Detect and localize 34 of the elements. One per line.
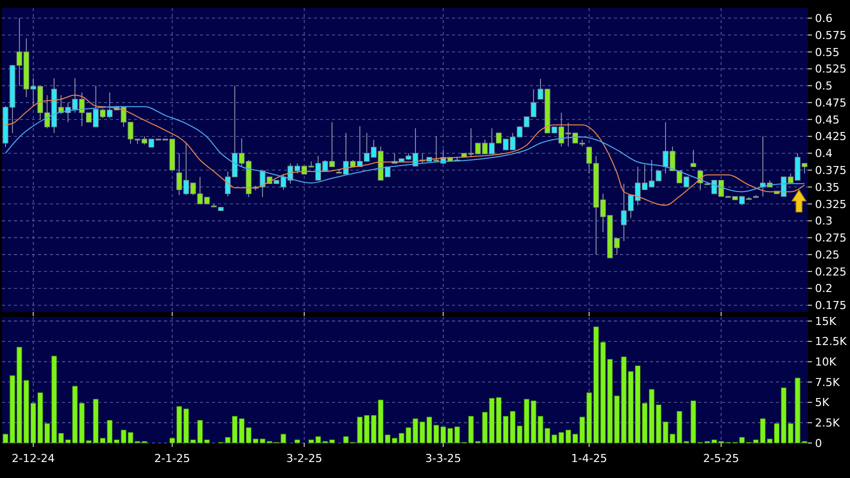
y-tick-label: 0.225	[815, 265, 846, 278]
y-tick-label: 0.475	[815, 96, 846, 110]
x-tick-label: 3-2-25	[286, 452, 322, 465]
line-series	[4, 106, 806, 192]
y-tick-label: 0.425	[815, 130, 846, 144]
bar	[294, 440, 300, 444]
x-tick-label: 1-4-25	[571, 452, 608, 465]
y-tick-label: 0.35	[815, 180, 840, 194]
y-tick-label: 0.6	[815, 12, 832, 25]
y-tick-label: 15K	[815, 314, 837, 328]
y-tick-label: 0.275	[815, 232, 846, 245]
y-tick-label: 0.525	[815, 62, 846, 76]
x-tick-label: 2-12-24	[12, 452, 55, 465]
y-tick-label: 0.175	[815, 299, 846, 312]
y-tick-label: 0.4	[815, 147, 832, 160]
y-tick-label: 2.5K	[815, 416, 840, 430]
y-tick-label: 0.3	[815, 214, 832, 228]
y-tick-label: 0.375	[815, 164, 846, 177]
y-tick-label: 0.325	[815, 198, 846, 211]
y-tick-label: 0.2	[815, 282, 832, 296]
y-tick-label: 7.5K	[815, 376, 840, 389]
y-tick-label: 0.575	[815, 28, 846, 42]
y-tick-label: 0.55	[815, 46, 840, 59]
y-tick-label: 0.25	[815, 248, 840, 262]
y-tick-label: 10K	[815, 356, 837, 369]
y-tick-label: 0.45	[815, 113, 840, 126]
y-tick-label: 12.5K	[815, 335, 848, 348]
candlestick	[690, 149, 696, 168]
x-tick-label: 3-3-25	[425, 452, 462, 465]
y-tick-label: 0	[815, 436, 822, 450]
x-tick-label: 2-1-25	[154, 452, 190, 465]
y-tick-label: 0.5	[815, 80, 832, 93]
y-tick-label: 5K	[815, 396, 830, 410]
x-tick-label: 2-5-25	[703, 452, 740, 465]
